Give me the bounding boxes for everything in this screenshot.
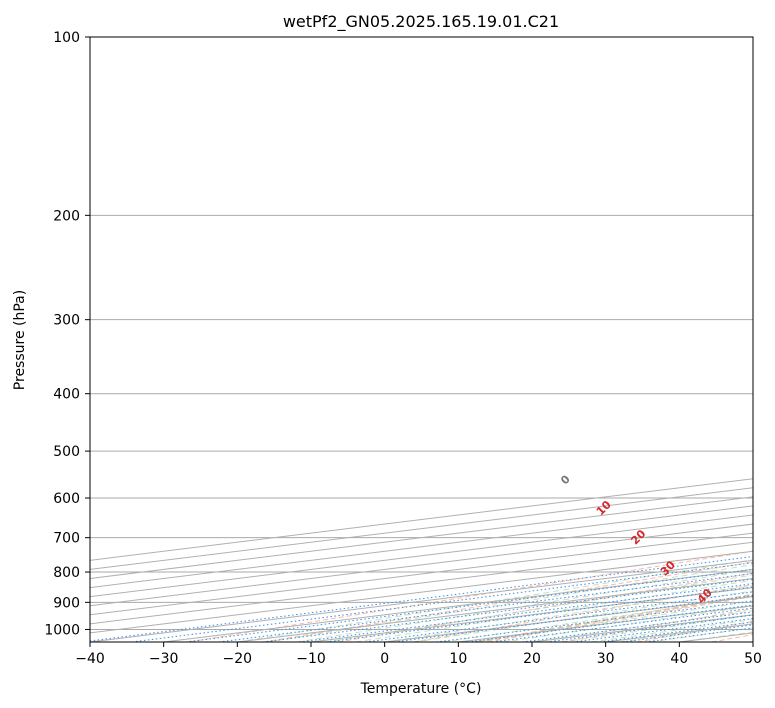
x-tick-label: 10 [449, 651, 467, 667]
mixing-ratio-line [299, 583, 753, 642]
plot-frame [89, 36, 754, 643]
y-axis-title: Pressure (hPa) [12, 290, 28, 390]
isotherm-line [90, 496, 753, 579]
y-tick-label: 700 [53, 531, 80, 547]
y-tick-label: 100 [53, 30, 80, 46]
isotherm-line [90, 523, 753, 607]
isotherm-lines [90, 478, 753, 642]
x-tick-label: 30 [597, 651, 615, 667]
y-tick-label: 600 [53, 491, 80, 507]
y-tick-label: 500 [53, 444, 80, 460]
x-tick-label: 40 [670, 651, 688, 667]
x-tick-label: −30 [149, 651, 179, 667]
y-tick-label: 200 [53, 208, 80, 224]
x-axis-title: Temperature (°C) [360, 681, 482, 697]
moist-adiabat [266, 564, 753, 642]
moist-adiabat [296, 569, 753, 642]
moist-adiabat [384, 585, 753, 642]
x-tick-label: −40 [75, 651, 105, 667]
x-tick-label: −10 [296, 651, 326, 667]
y-axis-ticks: 100 200 300 400 500 600 700 800 900 1000 [44, 30, 90, 638]
chart-title: wetPf2_GN05.2025.165.19.01.C21 [283, 12, 559, 32]
isotherm-line [90, 514, 753, 598]
isotherm-line [90, 532, 753, 616]
x-tick-label: 50 [744, 651, 762, 667]
y-tick-label: 1000 [44, 622, 80, 638]
x-tick-label: 20 [523, 651, 541, 667]
y-tick-label: 400 [53, 387, 80, 403]
x-axis-ticks: −40 −30 −20 −10 0 10 20 30 40 50 [75, 642, 762, 667]
mixing-ratio-line [326, 586, 753, 642]
isotherm-line [90, 505, 753, 589]
mixing-ratio-lines [90, 556, 753, 642]
x-tick-label: −20 [223, 651, 253, 667]
isotherm-line [90, 487, 753, 570]
y-tick-label: 300 [53, 313, 80, 329]
isotherm-line [90, 478, 753, 561]
y-tick-label: 800 [53, 565, 80, 581]
y-tick-label: 900 [53, 595, 80, 611]
mixing-ratio-line [365, 591, 753, 642]
x-tick-label: 0 [380, 651, 389, 667]
